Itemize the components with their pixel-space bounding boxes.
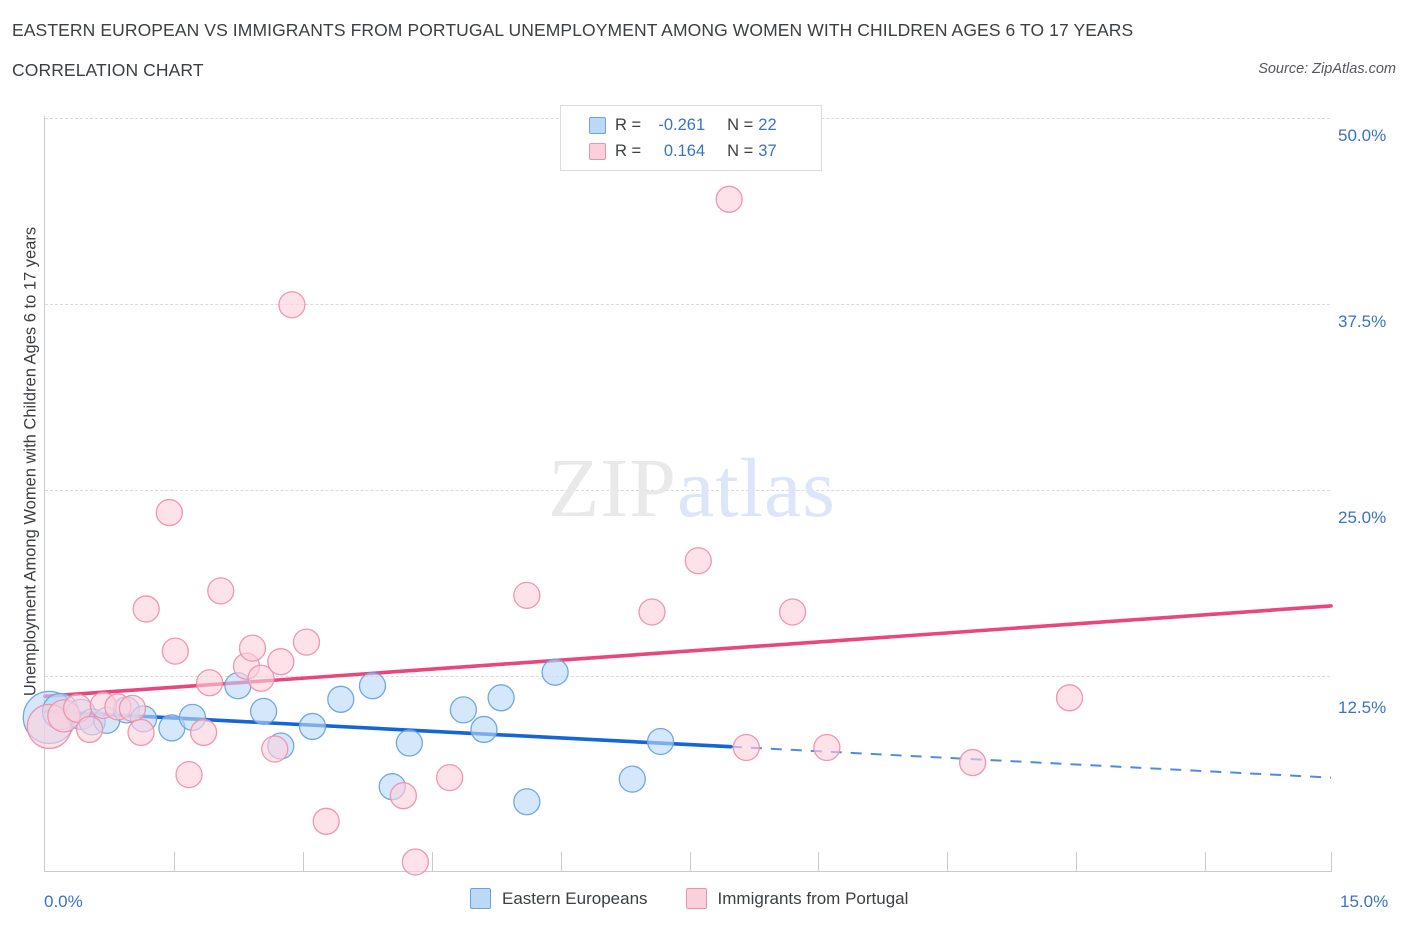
gridline-37_5 — [45, 304, 1330, 305]
chart-header: EASTERN EUROPEAN VS IMMIGRANTS FROM PORT… — [0, 0, 1406, 96]
x-tick — [1076, 852, 1077, 871]
r-label-pink: R = — [615, 141, 642, 160]
swatch-blue-icon — [589, 116, 606, 134]
n-label-pink: N = — [727, 141, 754, 160]
stats-row-eastern-europeans: R = -0.261 N = 22 — [589, 112, 821, 138]
x-tick — [561, 852, 562, 871]
x-axis-max-label: 15.0% — [1340, 892, 1389, 911]
source-label: Source: ZipAtlas.com — [1258, 61, 1396, 77]
x-tick — [432, 852, 433, 871]
x-axis-min-label: 0.0% — [44, 892, 83, 911]
y-tick-label-50: 50.0% — [1338, 126, 1387, 145]
y-tick-label-12_5: 12.5% — [1338, 698, 1387, 717]
legend-label-immigrants-portugal: Immigrants from Portugal — [717, 888, 909, 908]
n-label-blue: N = — [727, 115, 754, 134]
legend-item-eastern-europeans[interactable]: Eastern Europeans — [470, 888, 648, 909]
gridline-25 — [45, 490, 1330, 491]
correlation-stats-box: R = -0.261 N = 22 R = 0.164 N = 37 — [560, 105, 822, 171]
n-value-pink: 37 — [758, 141, 777, 160]
plot-area — [45, 118, 1330, 870]
chart-subtitle: CORRELATION CHART — [12, 60, 204, 80]
legend-item-immigrants-portugal[interactable]: Immigrants from Portugal — [685, 888, 909, 909]
r-value-blue: -0.261 — [658, 115, 706, 134]
x-tick — [303, 852, 304, 871]
legend-swatch-pink-icon — [685, 888, 707, 909]
series-legend: Eastern Europeans Immigrants from Portug… — [470, 888, 946, 909]
legend-swatch-blue-icon — [470, 888, 491, 909]
x-tick — [818, 852, 819, 871]
gridline-12_5 — [45, 676, 1330, 677]
page-title: EASTERN EUROPEAN VS IMMIGRANTS FROM PORT… — [12, 20, 1134, 40]
r-label-blue: R = — [615, 115, 642, 134]
x-tick — [947, 852, 948, 871]
y-axis-line — [44, 116, 45, 872]
x-tick — [690, 852, 691, 871]
x-tick — [174, 852, 175, 871]
r-value-pink: 0.164 — [663, 141, 706, 160]
y-tick-label-37_5: 37.5% — [1338, 312, 1387, 331]
stats-row-immigrants-portugal: R = 0.164 N = 37 — [589, 138, 821, 164]
x-axis-line — [44, 871, 1332, 872]
x-tick — [1205, 852, 1206, 871]
x-tick — [1331, 852, 1332, 871]
y-axis-title: Unemployment Among Women with Children A… — [21, 226, 40, 697]
y-tick-label-25: 25.0% — [1338, 508, 1387, 527]
swatch-pink-icon — [589, 142, 606, 160]
legend-label-eastern-europeans: Eastern Europeans — [502, 888, 648, 908]
n-value-blue: 22 — [758, 115, 777, 134]
